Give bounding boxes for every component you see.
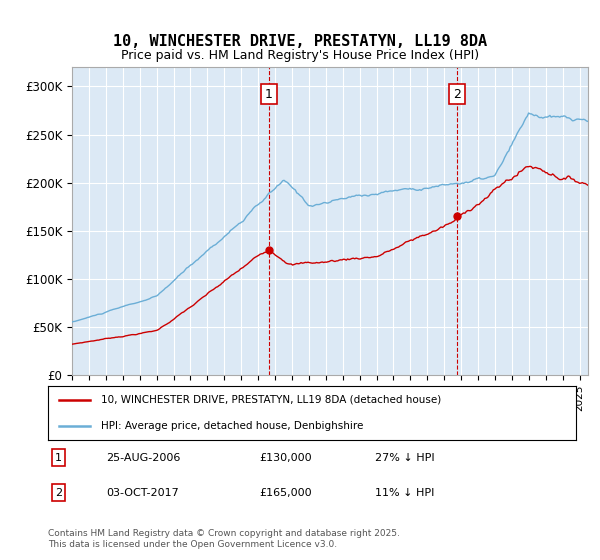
Text: 1: 1 — [265, 88, 273, 101]
Text: Price paid vs. HM Land Registry's House Price Index (HPI): Price paid vs. HM Land Registry's House … — [121, 49, 479, 63]
Text: 10, WINCHESTER DRIVE, PRESTATYN, LL19 8DA: 10, WINCHESTER DRIVE, PRESTATYN, LL19 8D… — [113, 35, 487, 49]
Text: £130,000: £130,000 — [259, 453, 312, 463]
Text: 2: 2 — [453, 88, 461, 101]
Text: 2: 2 — [55, 488, 62, 498]
Text: Contains HM Land Registry data © Crown copyright and database right 2025.
This d: Contains HM Land Registry data © Crown c… — [48, 529, 400, 549]
Text: 10, WINCHESTER DRIVE, PRESTATYN, LL19 8DA (detached house): 10, WINCHESTER DRIVE, PRESTATYN, LL19 8D… — [101, 395, 441, 405]
Text: 03-OCT-2017: 03-OCT-2017 — [106, 488, 179, 498]
Text: 11% ↓ HPI: 11% ↓ HPI — [376, 488, 435, 498]
Text: 25-AUG-2006: 25-AUG-2006 — [106, 453, 181, 463]
Text: 1: 1 — [55, 453, 62, 463]
Text: HPI: Average price, detached house, Denbighshire: HPI: Average price, detached house, Denb… — [101, 421, 363, 431]
Text: 27% ↓ HPI: 27% ↓ HPI — [376, 453, 435, 463]
Text: £165,000: £165,000 — [259, 488, 312, 498]
